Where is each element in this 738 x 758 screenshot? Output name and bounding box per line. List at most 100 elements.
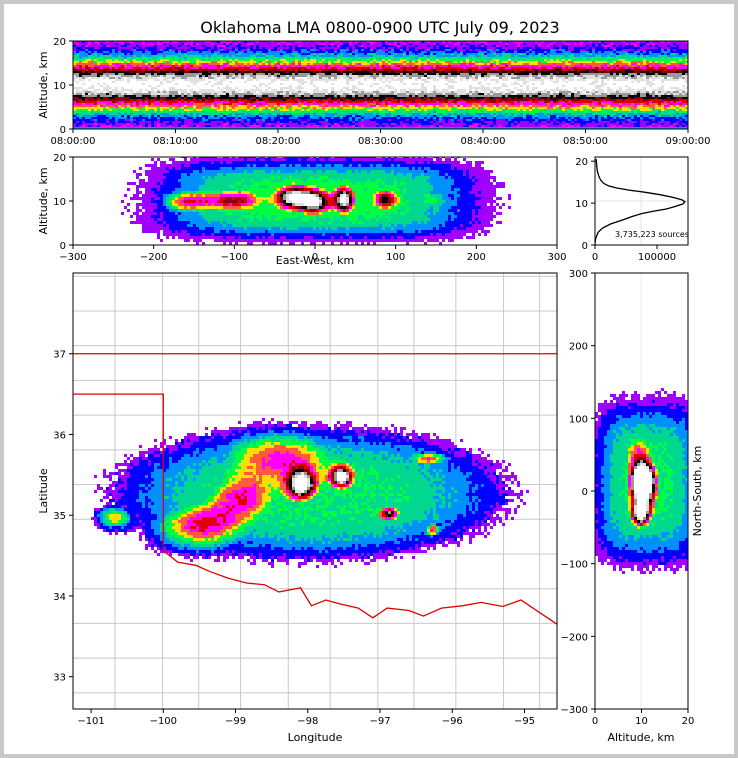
density-cell	[184, 53, 187, 55]
density-cell	[169, 107, 172, 109]
density-cell	[292, 119, 295, 121]
density-cell	[382, 117, 385, 119]
density-cell	[256, 73, 259, 75]
density-cell	[115, 107, 118, 109]
density-cell	[352, 115, 355, 117]
density-cell	[256, 85, 259, 87]
density-cell	[394, 105, 397, 107]
density-cell	[394, 117, 397, 119]
density-cell	[85, 107, 88, 109]
density-cell	[163, 85, 166, 87]
density-cell	[262, 103, 265, 105]
density-cell	[103, 117, 106, 119]
density-cell	[397, 119, 400, 121]
density-cell	[385, 115, 388, 117]
density-cell	[307, 91, 310, 93]
density-cell	[109, 87, 112, 89]
density-cell	[271, 95, 274, 97]
density-cell	[115, 115, 118, 117]
density-cell	[325, 113, 328, 115]
density-cell	[340, 71, 343, 73]
density-cell	[256, 55, 259, 57]
density-cell	[322, 127, 325, 129]
density-cell	[367, 117, 370, 119]
density-cell	[148, 57, 151, 59]
density-cell	[355, 103, 358, 105]
density-cell	[226, 113, 229, 115]
density-cell	[79, 41, 82, 43]
density-cell	[124, 41, 127, 43]
density-cell	[151, 59, 154, 61]
density-cell	[268, 55, 271, 57]
density-cell	[163, 67, 166, 69]
density-cell	[283, 113, 286, 115]
density-cell	[292, 69, 295, 71]
density-cell	[289, 75, 292, 77]
density-cell	[124, 85, 127, 87]
density-cell	[292, 63, 295, 65]
density-cell	[196, 111, 199, 113]
density-cell	[307, 43, 310, 45]
density-cell	[388, 111, 391, 113]
density-cell	[232, 67, 235, 69]
density-cell	[196, 103, 199, 105]
density-cell	[124, 63, 127, 65]
density-cell	[259, 85, 262, 87]
density-cell	[112, 99, 115, 101]
density-cell	[256, 101, 259, 103]
density-cell	[103, 99, 106, 101]
density-cell	[391, 81, 394, 83]
density-cell	[328, 101, 331, 103]
density-cell	[349, 121, 352, 123]
density-cell	[244, 119, 247, 121]
density-cell	[361, 65, 364, 67]
density-cell	[82, 95, 85, 97]
density-cell	[388, 105, 391, 107]
density-cell	[160, 115, 163, 117]
density-cell	[205, 51, 208, 53]
density-cell	[196, 75, 199, 77]
density-cell	[334, 93, 337, 95]
density-cell	[172, 71, 175, 73]
density-cell	[343, 75, 346, 77]
density-cell	[343, 127, 346, 129]
density-cell	[181, 115, 184, 117]
density-cell	[349, 91, 352, 93]
density-cell	[103, 41, 106, 43]
density-cell	[322, 81, 325, 83]
density-cell	[283, 81, 286, 83]
density-cell	[361, 85, 364, 87]
density-cell	[373, 59, 376, 61]
density-cell	[232, 55, 235, 57]
density-cell	[397, 61, 400, 63]
density-cell	[376, 49, 379, 51]
density-cell	[283, 97, 286, 99]
density-cell	[241, 53, 244, 55]
density-cell	[190, 113, 193, 115]
density-cell	[370, 59, 373, 61]
density-cell	[244, 97, 247, 99]
density-cell	[400, 111, 403, 113]
density-cell	[163, 109, 166, 111]
density-cell	[247, 71, 250, 73]
density-cell	[310, 93, 313, 95]
density-cell	[214, 83, 217, 85]
density-cell	[196, 57, 199, 59]
density-cell	[88, 127, 91, 129]
density-cell	[148, 63, 151, 65]
density-cell	[391, 65, 394, 67]
density-cell	[85, 101, 88, 103]
density-cell	[373, 103, 376, 105]
density-cell	[382, 79, 385, 81]
density-cell	[169, 65, 172, 67]
density-cell	[331, 63, 334, 65]
density-cell	[322, 125, 325, 127]
density-cell	[382, 69, 385, 71]
density-cell	[307, 111, 310, 113]
density-cell	[151, 95, 154, 97]
density-cell	[403, 89, 406, 91]
density-cell	[310, 97, 313, 99]
density-cell	[346, 127, 349, 129]
density-cell	[340, 85, 343, 87]
density-cell	[271, 107, 274, 109]
